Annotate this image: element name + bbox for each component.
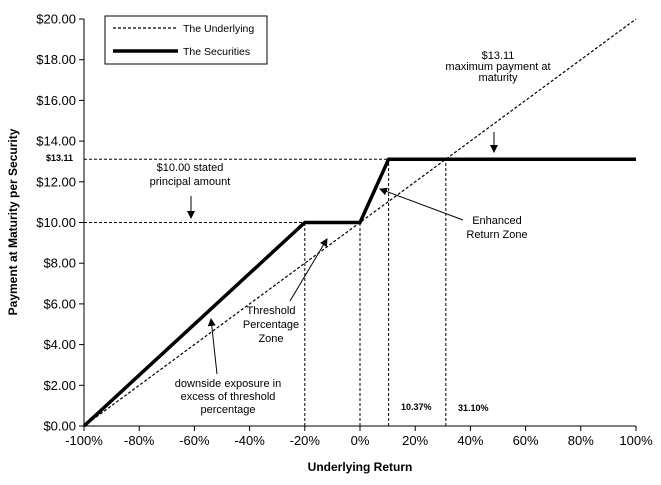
annotation-threshold-zone-arrow bbox=[289, 238, 328, 302]
annotation-enhanced-zone: Enhanced Return Zone bbox=[379, 187, 528, 241]
annotation-enhanced-zone-line-1: Enhanced bbox=[472, 215, 522, 227]
annotation-threshold-zone: Threshold Percentage Zone bbox=[243, 238, 328, 345]
y-tick-label: $2.00 bbox=[43, 378, 76, 393]
y-tick-label: $0.00 bbox=[43, 419, 76, 434]
annotation-max-payment-line-1: $13.11 bbox=[482, 50, 515, 62]
annotation-threshold-zone-line-2: Percentage bbox=[243, 319, 299, 331]
y-axis-title: Payment at Maturity per Security bbox=[6, 128, 20, 315]
annotation-enhanced-zone-line-2: Return Zone bbox=[466, 229, 527, 241]
series-group bbox=[82, 18, 637, 428]
y-tick-label: $6.00 bbox=[43, 296, 76, 311]
annotation-threshold-zone-line-1: Threshold bbox=[247, 305, 296, 317]
x-axis-title: Underlying Return bbox=[308, 460, 413, 474]
y-tick-label: $18.00 bbox=[36, 52, 76, 67]
annotation-downside-line-2: excess of threshold bbox=[181, 391, 276, 403]
annotation-max-payment-line-2: maximum payment at bbox=[445, 61, 550, 73]
legend-box bbox=[104, 15, 268, 65]
x-tick-group: -100% -80% -60% -40% -20% 0% 20% 40% 60% 80% 100% bbox=[65, 426, 653, 448]
annotation-downside-arrow bbox=[207, 318, 218, 375]
annotation-max-payment: $13.11 maximum payment at maturity bbox=[445, 50, 551, 153]
annotation-pct-1037: 10.37% bbox=[401, 402, 432, 412]
x-tick-label: -100% bbox=[65, 433, 103, 448]
x-tick-label: -40% bbox=[234, 433, 265, 448]
x-tick-label: 100% bbox=[619, 433, 653, 448]
annotation-pct-3110: 31.10% bbox=[458, 403, 489, 413]
x-tick-label: 0% bbox=[351, 433, 370, 448]
x-tick-label: 40% bbox=[457, 433, 483, 448]
y-tick-label: $4.00 bbox=[43, 337, 76, 352]
annotation-stated-principal-line-2: principal amount bbox=[150, 176, 231, 188]
y-marker-label: $13.11 bbox=[46, 153, 73, 163]
series-line-securities bbox=[82, 157, 636, 428]
x-tick-label: 80% bbox=[568, 433, 594, 448]
annotation-stated-principal: $10.00 stated principal amount bbox=[150, 162, 231, 219]
y-tick-label: $12.00 bbox=[36, 174, 76, 189]
annotation-enhanced-zone-arrow bbox=[379, 187, 464, 221]
x-tick-label: 20% bbox=[402, 433, 428, 448]
legend: The Underlying The Securities bbox=[104, 15, 268, 65]
annotation-downside-line-3: percentage bbox=[200, 404, 255, 416]
legend-label-securities: The Securities bbox=[183, 46, 250, 58]
x-tick-label: -20% bbox=[290, 433, 321, 448]
annotation-stated-principal-line-1: $10.00 stated bbox=[157, 162, 224, 174]
y-tick-label: $10.00 bbox=[36, 215, 76, 230]
legend-label-underlying: The Underlying bbox=[183, 23, 254, 35]
x-tick-label: -80% bbox=[124, 433, 155, 448]
annotation-threshold-zone-line-3: Zone bbox=[258, 333, 283, 345]
y-tick-label: $16.00 bbox=[36, 93, 76, 108]
x-tick-label: 60% bbox=[513, 433, 539, 448]
x-tick-label: -60% bbox=[179, 433, 210, 448]
y-tick-label: $14.00 bbox=[36, 134, 76, 149]
y-tick-group: $0.00 $2.00 $4.00 $6.00 $8.00 $10.00 $12.00 $14… bbox=[36, 12, 84, 434]
annotation-max-payment-line-3: maturity bbox=[478, 72, 518, 84]
y-tick-label: $8.00 bbox=[43, 256, 76, 271]
annotation-downside-line-1: downside exposure in bbox=[175, 378, 281, 390]
y-tick-label: $20.00 bbox=[36, 12, 76, 27]
annotation-downside: downside exposure in excess of threshold… bbox=[175, 318, 281, 416]
reference-lines bbox=[84, 158, 447, 426]
